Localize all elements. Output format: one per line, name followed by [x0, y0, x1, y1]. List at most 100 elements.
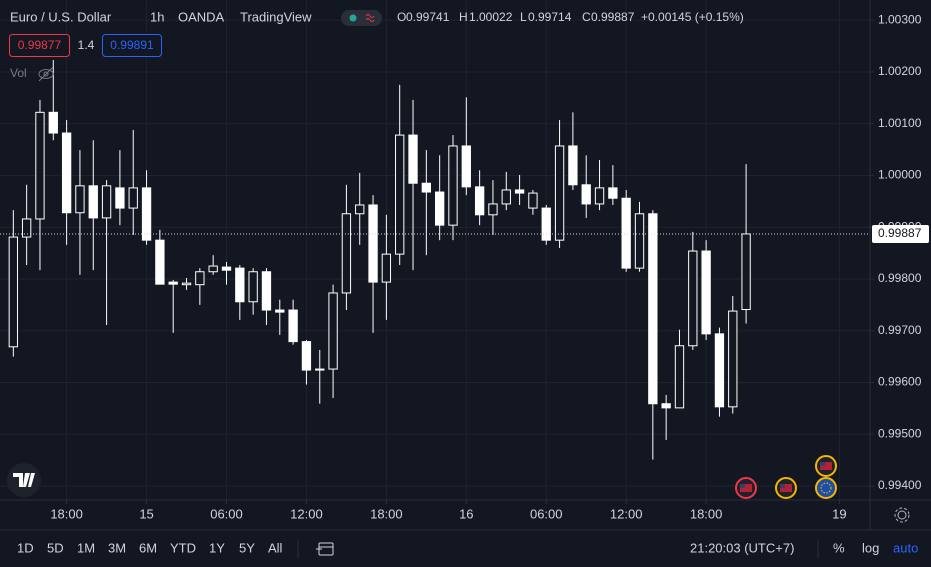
spread: 1.4: [78, 38, 95, 52]
candle-body: [301, 341, 312, 371]
x-tick-label: 18:00: [50, 506, 83, 521]
candle-body: [488, 203, 498, 216]
candle-body: [661, 403, 671, 409]
range-button[interactable]: 3M: [108, 540, 126, 555]
market-status: [349, 14, 357, 22]
candle-body: [115, 187, 125, 209]
candle-body: [315, 368, 325, 371]
candle-body: [235, 267, 245, 303]
candle-body: [421, 182, 432, 193]
source: OANDA: [178, 9, 225, 24]
x-tick-label: 16: [459, 506, 473, 521]
price-overlay: 0.99887: [0, 224, 929, 243]
ohlc-label: L: [520, 10, 527, 24]
candle-body: [248, 271, 258, 303]
logo[interactable]: [7, 463, 41, 497]
candle-body: [355, 204, 365, 215]
candle-body: [581, 184, 591, 205]
status-pill[interactable]: [341, 10, 382, 26]
settings-icon[interactable]: [894, 507, 910, 523]
candles: [8, 60, 751, 460]
x-tick-label: 12:00: [610, 506, 643, 521]
candle-body: [368, 204, 378, 283]
x-tick-label: 18:00: [690, 506, 723, 521]
candle-body: [275, 309, 285, 313]
last-price-label: 0.99887: [878, 226, 922, 240]
clock[interactable]: 21:20:03 (UTC+7): [690, 540, 794, 555]
y-tick-label: 0.99600: [878, 375, 922, 389]
candle-body: [141, 187, 152, 241]
candle-body: [101, 185, 112, 219]
range-button[interactable]: 6M: [139, 540, 157, 555]
ask-box[interactable]: [102, 34, 162, 57]
candle-body: [408, 134, 418, 184]
candle-body: [728, 310, 738, 408]
percent-toggle[interactable]: %: [833, 540, 845, 555]
candle-body: [568, 145, 578, 186]
volume-label: Vol: [10, 66, 27, 80]
x-tick-label: 15: [139, 506, 153, 521]
candle-body: [341, 213, 352, 294]
ohlc-label: C: [582, 10, 591, 24]
ohlc-label: H: [459, 10, 468, 24]
ohlc-label: O: [397, 10, 406, 24]
x-tick-label: 18:00: [370, 506, 403, 521]
data-status: [365, 14, 375, 22]
candle-body: [634, 213, 645, 269]
range-button[interactable]: 5Y: [239, 540, 255, 555]
range-button[interactable]: 1D: [17, 540, 34, 555]
goto-date-icon[interactable]: [316, 542, 334, 556]
log-toggle[interactable]: log: [862, 540, 879, 555]
candle-body: [674, 345, 685, 409]
x-tick-label: 19: [832, 506, 846, 521]
ohlc-value: 0.99741: [406, 10, 450, 24]
candle-body: [688, 250, 698, 347]
range-button[interactable]: 1Y: [209, 540, 225, 555]
y-tick-label: 1.00200: [878, 64, 922, 78]
candle-body: [621, 197, 631, 269]
candle-body: [208, 265, 218, 273]
platform: TradingView: [240, 9, 312, 24]
range-button[interactable]: YTD: [170, 540, 196, 555]
event-icons[interactable]: [735, 455, 837, 499]
bid-box[interactable]: [9, 34, 70, 57]
candle-body: [261, 271, 272, 311]
hide-icon[interactable]: [38, 66, 54, 82]
y-tick-label: 1.00300: [878, 12, 922, 26]
candle-body: [741, 233, 751, 311]
candle-body: [608, 187, 618, 199]
candle-body: [528, 192, 538, 209]
candle-body: [221, 266, 232, 271]
x-tick-label: 06:00: [530, 506, 563, 521]
auto-toggle[interactable]: auto: [893, 540, 918, 555]
ohlc-value: 0.99887: [591, 10, 635, 24]
candle-body: [288, 309, 298, 343]
candle-body: [474, 186, 485, 216]
candle-body: [75, 185, 85, 214]
change: +0.00145 (+0.15%): [641, 10, 744, 24]
candle-body: [181, 282, 192, 286]
candle-body: [155, 239, 165, 285]
candle-body: [448, 145, 458, 226]
candle-body: [21, 218, 32, 238]
candle-body: [648, 213, 658, 405]
range-button[interactable]: All: [268, 540, 283, 555]
interval[interactable]: 1h: [150, 9, 164, 24]
candle-body: [501, 189, 511, 205]
candle-body: [435, 191, 445, 226]
candle-body: [395, 134, 405, 255]
range-button[interactable]: 1M: [77, 540, 95, 555]
bid: 0.99877: [18, 38, 62, 52]
candle-body: [48, 111, 58, 134]
symbol[interactable]: Euro / U.S. Dollar: [10, 9, 112, 24]
candle-body: [61, 132, 72, 214]
ask: 0.99891: [110, 38, 154, 52]
candle-body: [195, 271, 205, 286]
x-tick-label: 06:00: [210, 506, 243, 521]
y-tick-label: 1.00100: [878, 116, 922, 130]
candle-body: [461, 145, 471, 188]
y-tick-label: 0.99700: [878, 323, 922, 337]
range-button[interactable]: 5D: [47, 540, 64, 555]
